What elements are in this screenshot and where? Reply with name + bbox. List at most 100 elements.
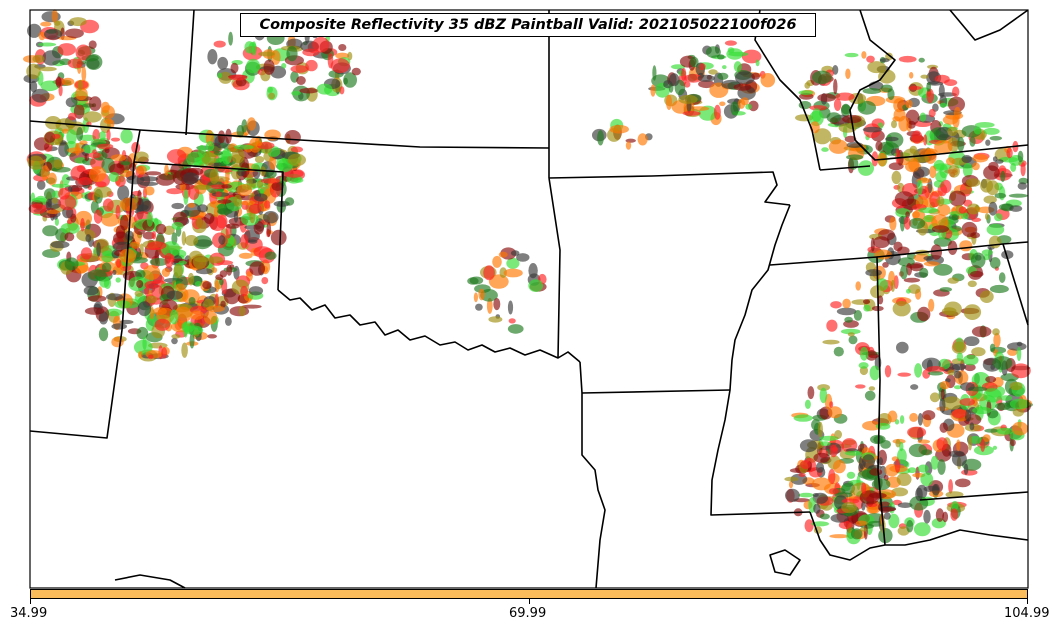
paint-blob — [811, 108, 822, 123]
paint-blob — [846, 154, 864, 160]
paint-blob — [908, 217, 926, 229]
paint-blob — [992, 356, 1013, 370]
paint-blob — [963, 463, 969, 475]
paint-blob — [948, 479, 953, 494]
paint-blob — [249, 261, 266, 276]
paint-blob — [970, 252, 986, 269]
paint-blob — [863, 524, 868, 540]
paint-blob — [44, 28, 62, 40]
paint-blob — [268, 92, 276, 100]
paint-blob — [138, 351, 143, 359]
paint-blob — [215, 274, 224, 281]
paint-blob — [989, 136, 1002, 141]
paint-blob — [1000, 170, 1006, 183]
paint-blob — [878, 69, 896, 84]
paint-blob — [154, 318, 171, 331]
paint-blob — [799, 439, 818, 453]
paint-blob — [163, 225, 175, 235]
paint-blob — [948, 96, 965, 113]
paint-blob — [992, 328, 1000, 336]
paint-blob — [221, 148, 232, 165]
paint-blob — [727, 47, 735, 54]
paint-blob — [201, 151, 217, 166]
paint-blob — [952, 86, 960, 98]
paint-blob — [939, 422, 948, 433]
paint-blob — [171, 334, 181, 339]
paint-blob — [795, 114, 814, 122]
paint-blob — [193, 235, 212, 250]
paint-blob — [819, 513, 830, 520]
paint-blob — [898, 115, 910, 132]
paint-blob — [917, 439, 930, 444]
paint-blob — [944, 301, 962, 317]
paint-blob — [884, 365, 892, 378]
paint-blob — [845, 68, 851, 80]
paint-blob — [528, 263, 538, 279]
paint-blob — [102, 198, 114, 212]
paint-blob — [916, 179, 923, 196]
paint-blob — [216, 214, 228, 229]
paint-blob — [920, 74, 929, 79]
paint-blob — [492, 255, 502, 268]
paint-blob — [510, 250, 520, 256]
paint-blob — [708, 69, 718, 75]
paint-blob — [910, 384, 919, 390]
paint-blob — [861, 482, 867, 495]
paint-blob — [887, 88, 895, 100]
paint-blob — [861, 501, 866, 511]
paint-blob — [904, 216, 911, 230]
paint-blob — [1020, 162, 1026, 177]
paint-blob — [862, 420, 882, 431]
paint-blob — [47, 172, 57, 186]
paint-blob — [897, 502, 913, 509]
paint-blob — [76, 127, 84, 142]
paint-blob — [798, 492, 814, 498]
paint-blob — [44, 131, 56, 143]
paint-blob — [233, 194, 243, 207]
paint-blob — [115, 277, 121, 283]
paint-blob — [895, 148, 900, 164]
paint-blob — [812, 70, 832, 85]
paint-blob — [27, 155, 44, 170]
paint-blob — [912, 211, 920, 219]
paint-blob — [919, 112, 927, 122]
paint-blob — [83, 111, 102, 123]
paint-blob — [893, 98, 906, 113]
paint-blob — [907, 426, 927, 438]
paint-blob — [1009, 381, 1023, 391]
paint-blob — [1011, 421, 1029, 436]
paint-blob — [181, 342, 188, 358]
paint-blob — [971, 347, 986, 357]
paint-blob — [870, 434, 886, 445]
paint-blob — [953, 106, 961, 120]
paint-blob — [935, 171, 947, 182]
paint-blob — [110, 137, 121, 142]
paint-blob — [900, 215, 905, 232]
paint-blob — [486, 297, 493, 314]
paint-blob — [144, 281, 157, 289]
paint-blob — [111, 336, 124, 348]
paint-blob — [897, 372, 911, 377]
paint-blob — [190, 310, 204, 320]
paint-blob — [650, 84, 656, 97]
paint-blob — [992, 445, 998, 450]
paint-blob — [61, 174, 70, 186]
paint-blob — [928, 298, 935, 312]
paint-blob — [996, 427, 1015, 435]
paint-blob — [961, 155, 972, 163]
paint-blob — [879, 58, 890, 63]
paint-blob — [833, 78, 838, 95]
paint-blob — [98, 327, 109, 342]
paint-blob — [812, 477, 831, 491]
paint-blob — [53, 159, 63, 170]
paint-blob — [822, 339, 840, 345]
paint-blob — [64, 232, 75, 242]
paint-blob — [994, 213, 1003, 222]
paint-blob — [1016, 347, 1022, 361]
paint-blob — [261, 277, 269, 285]
paint-blob — [745, 103, 752, 110]
paint-blob — [968, 434, 973, 451]
paint-blob — [60, 222, 80, 235]
paint-blob — [988, 235, 1002, 249]
paint-blob — [947, 240, 958, 255]
